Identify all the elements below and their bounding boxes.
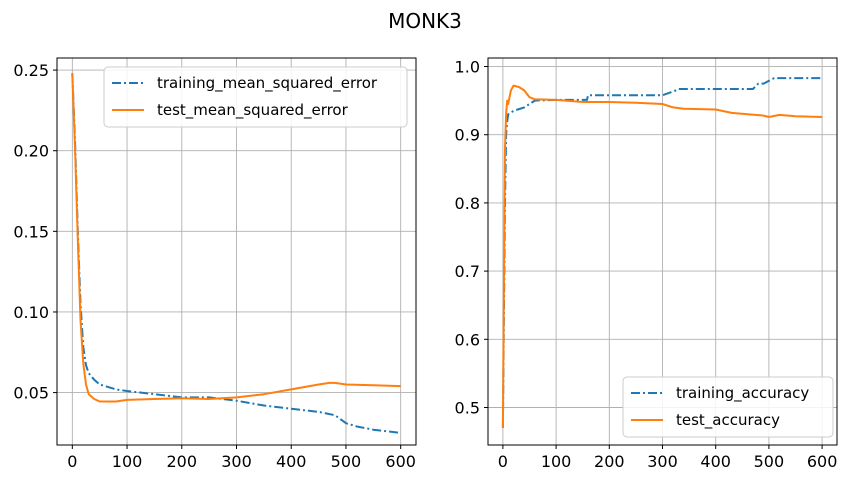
y-tick-label: 0.6 bbox=[455, 330, 480, 349]
y-tick-label: 0.5 bbox=[455, 398, 480, 417]
accuracy-chart: 0 100 200 300 400 500 600 0.5 0.6 0.7 0.8 0.9 1.0 tra… bbox=[455, 57, 838, 471]
legend-box bbox=[622, 376, 834, 438]
series-line-training_mean_squared_error bbox=[71, 73, 401, 434]
y-tick-label: 0.25 bbox=[13, 61, 49, 80]
legend-box bbox=[103, 66, 408, 128]
y-tick-label: 0.7 bbox=[455, 262, 480, 281]
x-tick-label: 100 bbox=[112, 452, 143, 471]
y-tick-label: 0.8 bbox=[455, 194, 480, 213]
x-tick-label: 200 bbox=[167, 452, 198, 471]
y-tick-label: 0.05 bbox=[13, 384, 49, 403]
legend: training_mean_squared_error test_mean_squ… bbox=[103, 66, 408, 128]
x-tick-label: 300 bbox=[221, 452, 252, 471]
x-tick-label: 100 bbox=[541, 452, 572, 471]
x-tick-label: 200 bbox=[594, 452, 625, 471]
x-tick-label: 600 bbox=[807, 452, 838, 471]
y-tick-label: 0.10 bbox=[13, 303, 49, 322]
legend-label: training_mean_squared_error bbox=[157, 74, 378, 93]
x-tick-label: 300 bbox=[647, 452, 678, 471]
y-tick-label: 0.20 bbox=[13, 142, 49, 161]
y-tick-label: 0.9 bbox=[455, 126, 480, 145]
x-tick-label: 400 bbox=[276, 452, 307, 471]
legend-label: test_accuracy bbox=[676, 411, 780, 430]
figure-title: MONK3 bbox=[388, 9, 462, 33]
legend: training_accuracy test_accuracy bbox=[622, 376, 834, 438]
y-tick-label: 1.0 bbox=[455, 58, 480, 77]
x-tick-label: 0 bbox=[67, 452, 77, 471]
series-line-test_accuracy bbox=[501, 84, 823, 429]
x-tick-label: 500 bbox=[754, 452, 785, 471]
series-line-training_accuracy bbox=[501, 77, 823, 429]
x-tick-label: 500 bbox=[331, 452, 362, 471]
x-tick-label: 600 bbox=[385, 452, 416, 471]
legend-label: training_accuracy bbox=[676, 384, 809, 403]
x-tick-label: 400 bbox=[700, 452, 731, 471]
y-tick-label: 0.15 bbox=[13, 222, 49, 241]
mse-chart: 0 100 200 300 400 500 600 0.05 0.10 0.15 0.20 0.25 t… bbox=[13, 57, 417, 471]
legend-label: test_mean_squared_error bbox=[157, 101, 349, 120]
series-line-test_mean_squared_error bbox=[71, 73, 401, 403]
x-tick-label: 0 bbox=[498, 452, 508, 471]
